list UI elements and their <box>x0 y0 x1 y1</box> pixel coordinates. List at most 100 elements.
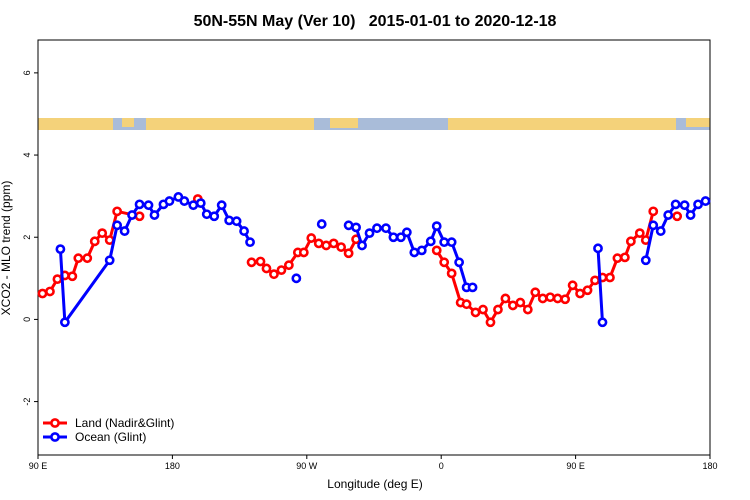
point <box>439 237 450 248</box>
point <box>104 255 115 266</box>
point <box>188 200 199 211</box>
point <box>313 238 324 249</box>
point <box>209 211 220 222</box>
point <box>461 299 472 310</box>
point <box>700 196 711 206</box>
point <box>45 286 55 297</box>
point <box>89 236 100 247</box>
point <box>409 247 420 258</box>
point <box>246 257 257 268</box>
point <box>216 200 227 211</box>
point <box>52 274 63 285</box>
point <box>245 237 255 248</box>
point <box>224 215 235 226</box>
point <box>343 248 354 259</box>
point <box>416 245 427 256</box>
point <box>179 196 190 206</box>
point <box>655 226 666 236</box>
point <box>143 200 154 211</box>
point <box>112 206 123 217</box>
point <box>530 287 541 298</box>
point <box>164 196 175 206</box>
x-tick-label: 90 E <box>29 461 48 471</box>
point <box>127 210 137 220</box>
point <box>507 300 518 311</box>
point <box>560 294 571 305</box>
x-axis-label: Longitude (deg E) <box>327 477 422 491</box>
point <box>381 223 391 234</box>
point <box>648 220 659 231</box>
legend-label: Ocean (Glint) <box>75 430 146 444</box>
point <box>439 257 450 268</box>
point <box>552 293 563 304</box>
point <box>97 228 108 239</box>
point <box>582 285 593 296</box>
point <box>195 198 206 209</box>
point <box>321 240 332 251</box>
x-tick-label: 180 <box>702 461 717 471</box>
point <box>351 222 361 233</box>
point <box>431 221 442 232</box>
point <box>364 228 375 239</box>
point <box>291 273 302 284</box>
point <box>357 240 367 251</box>
point <box>640 255 651 266</box>
x-tick-label: 0 <box>439 461 444 471</box>
point <box>597 317 608 328</box>
legend-label: Land (Nadir&Glint) <box>75 416 174 430</box>
point <box>590 275 600 286</box>
y-tick-label: 4 <box>22 153 32 158</box>
point <box>670 199 681 210</box>
point <box>201 209 212 220</box>
point <box>401 227 412 238</box>
point <box>82 253 93 264</box>
point <box>454 257 465 268</box>
point <box>276 265 287 275</box>
point <box>316 219 327 229</box>
point <box>612 253 623 264</box>
point <box>575 288 585 299</box>
point <box>478 304 488 315</box>
plot-frame <box>37 39 711 456</box>
x-tick-label: 90 E <box>566 461 585 471</box>
point <box>73 253 84 264</box>
point <box>336 242 347 252</box>
y-axis-label: XCO2 - MLO trend (ppm) <box>0 181 13 316</box>
point <box>37 288 48 299</box>
point <box>425 236 436 247</box>
point <box>112 220 123 231</box>
point <box>119 226 130 236</box>
point <box>231 216 242 227</box>
point <box>663 210 674 220</box>
point <box>467 282 478 293</box>
point <box>255 256 266 267</box>
point <box>634 228 645 239</box>
point <box>545 292 556 303</box>
point <box>55 244 66 255</box>
map-strip <box>38 118 710 130</box>
point <box>446 268 457 279</box>
point <box>395 232 406 243</box>
point <box>261 263 272 274</box>
point <box>679 200 690 211</box>
point <box>372 223 382 234</box>
point <box>672 211 683 222</box>
point <box>693 199 703 210</box>
point <box>283 260 294 271</box>
point <box>567 280 578 291</box>
point <box>648 206 659 217</box>
y-tick-label: 2 <box>22 235 32 240</box>
point <box>388 232 399 243</box>
y-tick-label: 0 <box>22 317 32 322</box>
point <box>537 293 548 304</box>
point <box>522 304 533 315</box>
point <box>431 245 442 256</box>
point <box>500 293 511 304</box>
point <box>298 247 309 258</box>
point <box>269 269 279 280</box>
series-line <box>58 195 707 327</box>
point <box>134 211 145 222</box>
point <box>149 210 160 220</box>
y-tick-label: 6 <box>22 70 32 75</box>
